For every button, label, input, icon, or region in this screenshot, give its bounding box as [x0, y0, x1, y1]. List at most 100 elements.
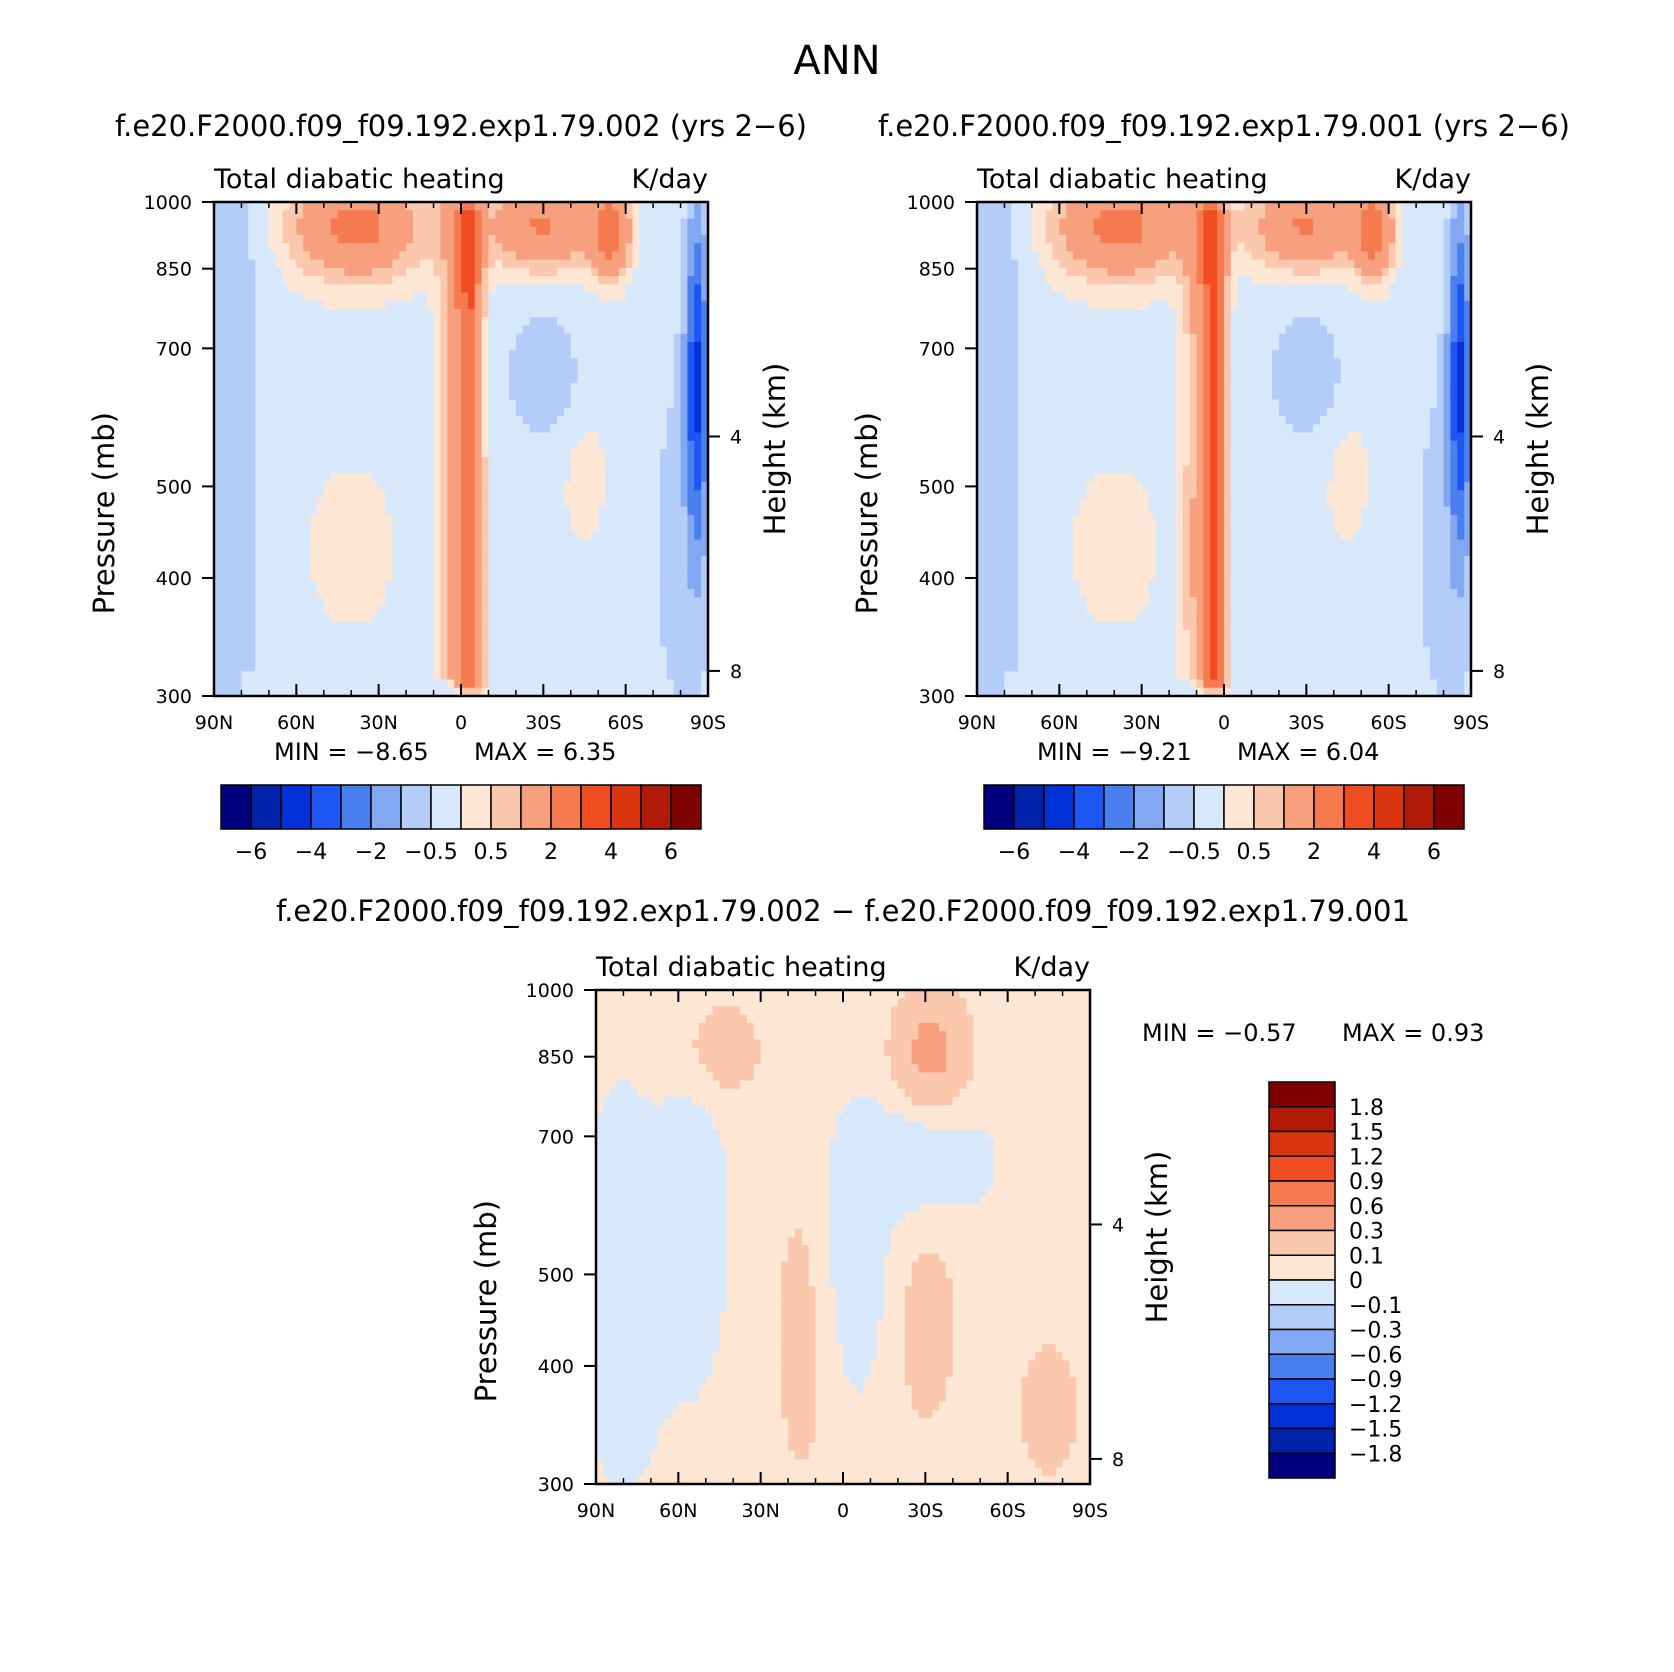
contour-cell: [1004, 234, 1012, 244]
contour-cell: [543, 449, 551, 458]
contour-cell: [303, 292, 311, 302]
contour-cell: [577, 383, 586, 392]
contour-cell: [990, 531, 999, 541]
contour-cell: [433, 333, 442, 343]
contour-cell: [977, 358, 985, 368]
contour-cell: [241, 588, 249, 598]
contour-cell: [591, 243, 599, 252]
contour-cell: [330, 341, 339, 351]
contour-cell: [412, 523, 421, 532]
contour-cell: [262, 399, 270, 409]
contour-cell: [289, 621, 297, 631]
contour-cell: [447, 226, 455, 236]
contour-cell: [653, 580, 661, 590]
contour-cell: [666, 556, 675, 565]
contour-cell: [433, 210, 442, 220]
contour-cell: [385, 210, 393, 220]
contour-cell: [694, 416, 702, 425]
contour-cell: [1038, 300, 1047, 310]
contour-cell: [275, 276, 284, 285]
contour-cell: [997, 292, 1006, 302]
contour-cell: [584, 671, 592, 681]
contour-cell: [378, 292, 387, 302]
contour-cell: [220, 399, 229, 409]
contour-cell: [248, 473, 256, 483]
contour-cell: [701, 646, 709, 656]
contour-cell: [983, 481, 992, 491]
contour-cell: [412, 251, 421, 261]
contour-cell: [371, 424, 380, 434]
contour-cell: [248, 440, 256, 450]
contour-cell: [337, 679, 345, 689]
contour-cell: [536, 646, 544, 656]
contour-cell: [694, 539, 702, 549]
contour-cell: [1004, 613, 1012, 623]
contour-cell: [488, 325, 496, 335]
contour-cell: [426, 259, 435, 269]
contour-cell: [234, 218, 243, 228]
contour-cell: [515, 679, 524, 689]
contour-cell: [419, 226, 428, 236]
contour-cell: [557, 630, 565, 639]
contour-cell: [659, 547, 668, 557]
contour-cell: [611, 547, 620, 557]
contour-cell: [371, 243, 380, 252]
contour-cell: [977, 284, 985, 294]
contour-cell: [255, 630, 263, 639]
contour-cell: [378, 638, 387, 648]
contour-cell: [502, 300, 510, 310]
contour-cell: [687, 416, 695, 425]
contour-cell: [255, 547, 263, 557]
contour-cell: [577, 514, 586, 524]
contour-cell: [1004, 498, 1012, 508]
contour-cell: [303, 613, 311, 623]
contour-cell: [440, 234, 448, 244]
contour-cell: [687, 325, 695, 335]
contour-cell: [495, 218, 503, 228]
contour-cell: [378, 440, 387, 450]
contour-cell: [330, 473, 339, 483]
contour-cell: [234, 202, 243, 211]
contour-cell: [509, 284, 517, 294]
contour-cell: [977, 572, 985, 582]
contour-cell: [618, 564, 627, 574]
contour-cell: [570, 457, 579, 467]
contour-cell: [344, 547, 352, 557]
contour-cell: [378, 588, 387, 598]
contour-cell: [268, 671, 277, 681]
contour-cell: [454, 350, 462, 360]
contour-cell: [419, 276, 428, 285]
contour-cell: [653, 457, 661, 467]
contour-cell: [337, 325, 345, 335]
contour-cell: [351, 449, 359, 458]
contour-cell: [1004, 671, 1012, 681]
contour-cell: [481, 671, 490, 681]
contour-cell: [687, 210, 695, 220]
contour-cell: [399, 473, 407, 483]
contour-cell: [262, 498, 270, 508]
contour-cell: [983, 226, 992, 236]
contour-cell: [399, 226, 407, 236]
contour-cell: [454, 572, 462, 582]
contour-cell: [680, 366, 689, 376]
contour-cell: [474, 597, 483, 607]
contour-cell: [522, 350, 531, 360]
contour-cell: [227, 202, 236, 211]
contour-cell: [666, 341, 675, 351]
contour-cell: [522, 243, 531, 252]
contour-cell: [461, 654, 469, 664]
contour-cell: [502, 514, 510, 524]
contour-cell: [495, 539, 503, 549]
contour-cell: [248, 588, 256, 598]
contour-cell: [371, 218, 380, 228]
contour-cell: [241, 597, 249, 607]
contour-cell: [577, 325, 586, 335]
contour-cell: [392, 383, 400, 392]
contour-cell: [983, 391, 992, 401]
contour-cell: [997, 226, 1006, 236]
contour-cell: [330, 218, 339, 228]
contour-cell: [701, 358, 709, 368]
contour-cell: [977, 383, 985, 392]
contour-cell: [488, 506, 496, 516]
contour-cell: [611, 202, 620, 211]
